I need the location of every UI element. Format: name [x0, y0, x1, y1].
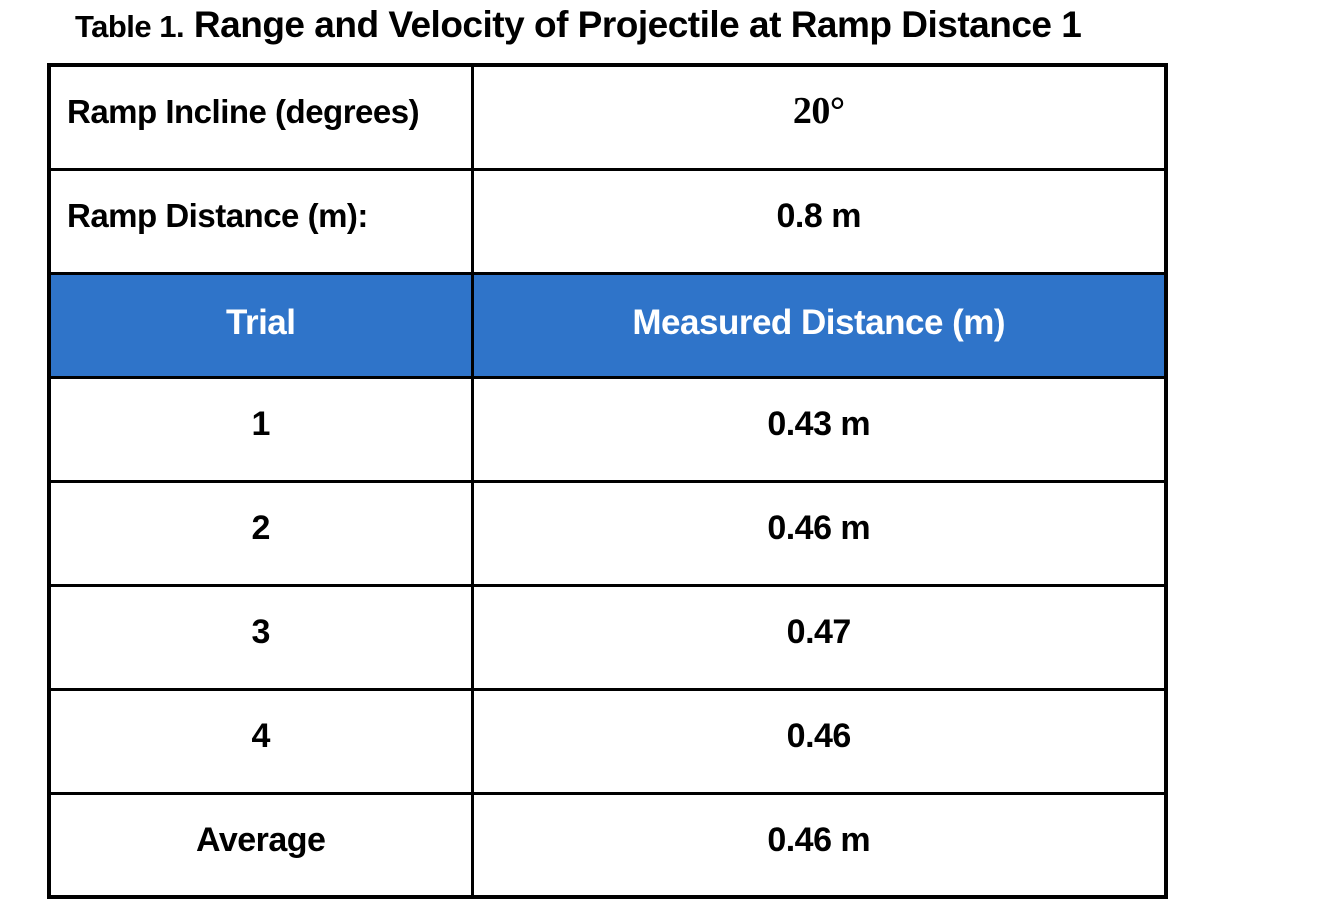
ramp-distance-value: 0.8 m [470, 167, 1168, 275]
average-label: Average [47, 791, 474, 899]
average-distance: 0.46 m [470, 791, 1168, 899]
projectile-data-table: Ramp Incline (degrees) 20° Ramp Distance… [47, 63, 1168, 899]
table-caption-prefix: Table 1. [75, 9, 185, 44]
table-caption: Table 1. Range and Velocity of Projectil… [75, 4, 1082, 46]
measured-distance: 0.43 m [470, 375, 1168, 483]
ramp-incline-value: 20° [470, 63, 1168, 171]
trial-number: 2 [47, 479, 474, 587]
table-row-trial-2: 2 0.46 m [47, 479, 1168, 587]
table-header-row: Trial Measured Distance (m) [47, 271, 1168, 379]
ramp-distance-row: Ramp Distance (m): 0.8 m [47, 167, 1168, 275]
table-caption-main: Range and Velocity of Projectile at Ramp… [184, 4, 1082, 45]
header-cell-trial: Trial [47, 271, 474, 379]
table-row-average: Average 0.46 m [47, 791, 1168, 899]
trial-number: 3 [47, 583, 474, 691]
measured-distance: 0.46 m [470, 479, 1168, 587]
measured-distance: 0.47 [470, 583, 1168, 691]
ramp-distance-label: Ramp Distance (m): [47, 167, 474, 275]
table-row-trial-1: 1 0.43 m [47, 375, 1168, 483]
trial-number: 4 [47, 687, 474, 795]
table-row-trial-4: 4 0.46 [47, 687, 1168, 795]
table-row-trial-3: 3 0.47 [47, 583, 1168, 691]
measured-distance: 0.46 [470, 687, 1168, 795]
ramp-incline-label: Ramp Incline (degrees) [47, 63, 474, 171]
header-cell-measured-distance: Measured Distance (m) [470, 271, 1168, 379]
trial-number: 1 [47, 375, 474, 483]
ramp-incline-row: Ramp Incline (degrees) 20° [47, 63, 1168, 171]
